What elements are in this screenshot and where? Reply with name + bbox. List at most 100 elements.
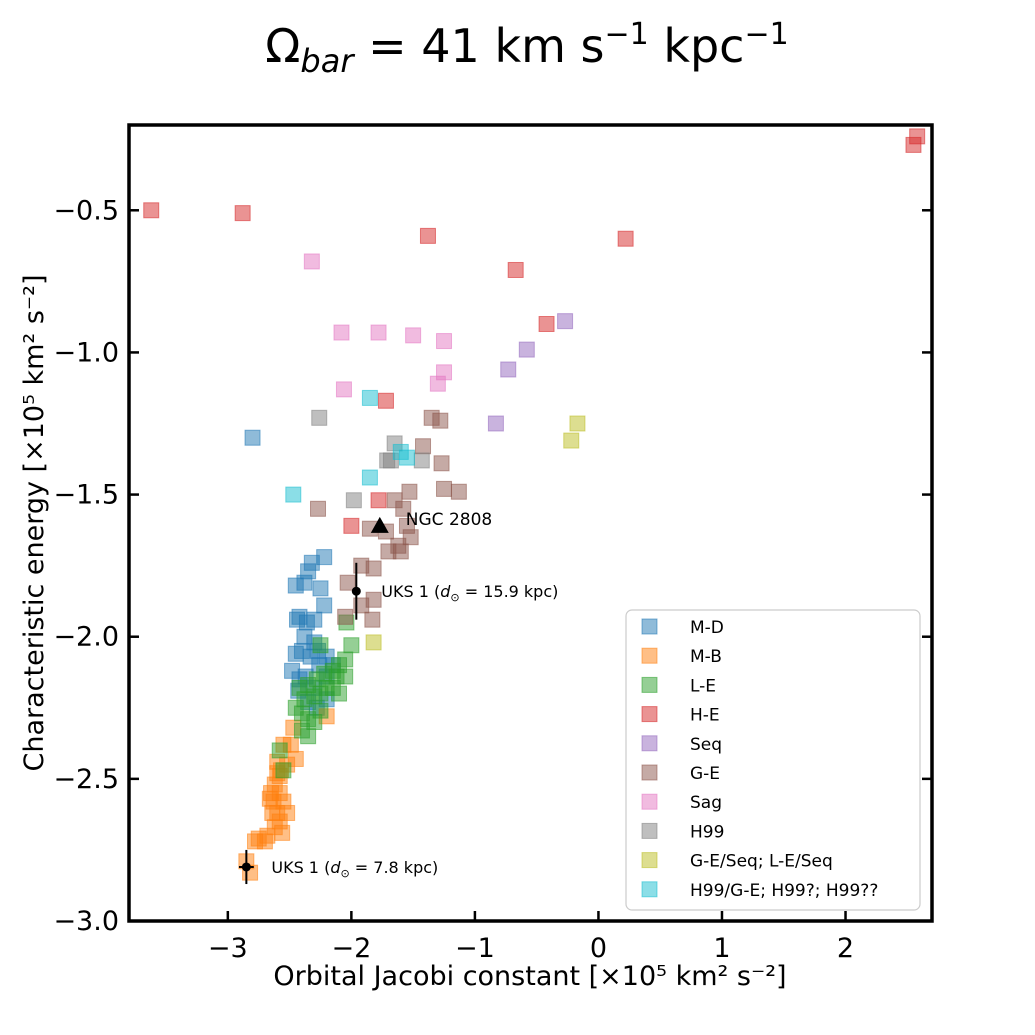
- marker-l-e-23: [275, 762, 292, 779]
- marker-g-e-20: [364, 611, 381, 628]
- uks1-label: UKS 1 (d⊙ = 15.9 kpc): [381, 582, 558, 604]
- marker-m-b-14: [274, 824, 291, 841]
- y-tick-label: −1.0: [53, 337, 119, 368]
- marker-l-e-24: [312, 637, 329, 654]
- y-tick-label: −2.0: [53, 622, 119, 653]
- ngc-2808-label: NGC 2808: [406, 510, 492, 530]
- marker-g-e-seq-l-e-seq-2: [365, 634, 382, 651]
- x-tick-label: −1: [455, 933, 495, 964]
- marker-h99-5: [379, 452, 396, 469]
- legend-label: M-D: [690, 618, 724, 638]
- y-tick-label: −0.5: [53, 195, 119, 226]
- x-tick-label: −2: [331, 933, 371, 964]
- legend-label: G-E: [690, 764, 720, 784]
- legend-label: G-E/Seq; L-E/Seq: [690, 852, 833, 872]
- marker-sag-0: [303, 253, 320, 270]
- legend-swatch: [641, 793, 658, 810]
- y-tick-label: −3.0: [53, 906, 119, 937]
- legend-label: H99/G-E; H99?; H99??: [690, 881, 878, 901]
- legend-swatch: [641, 735, 658, 752]
- marker-sag-2: [370, 324, 387, 341]
- chart-title: Ωbar = 41 km s−1 kpc−1: [265, 17, 788, 80]
- legend-label: Seq: [690, 735, 722, 755]
- uks1-marker: [241, 862, 251, 872]
- marker-l-e-1: [343, 637, 360, 654]
- marker-l-e-22: [271, 742, 288, 759]
- x-tick-label: 0: [590, 933, 607, 964]
- marker-h99-g-e-h99-h99--2: [398, 449, 415, 466]
- marker-g-e-10: [402, 529, 419, 546]
- uks1-marker: [351, 586, 361, 596]
- marker-l-e-21: [300, 728, 317, 745]
- marker-h-e-4: [617, 230, 634, 247]
- marker-h99-g-e-h99-h99--4: [285, 486, 302, 503]
- marker-g-e-1: [432, 412, 449, 429]
- marker-h-e-10: [909, 128, 926, 145]
- marker-m-d-0: [244, 429, 261, 446]
- uks1-label: UKS 1 (d⊙ = 7.8 kpc): [271, 858, 438, 880]
- marker-g-e-19: [339, 574, 356, 591]
- legend-swatch: [641, 618, 658, 635]
- marker-sag-4: [436, 333, 453, 350]
- legend-label: M-B: [690, 647, 722, 667]
- marker-h-e-0: [143, 202, 160, 219]
- marker-g-e-2: [415, 438, 432, 455]
- title-omega: Ω: [265, 19, 300, 73]
- title-subscript: bar: [300, 42, 355, 80]
- legend: M-D M-B L-E H-E Seq G-E Sag H99 G-E/Seq; L-E/Seq…: [625, 609, 921, 911]
- marker-h99-g-e-h99-h99--0: [361, 389, 378, 406]
- ngc-2808-marker: [370, 516, 389, 533]
- special-points: NGC 2808 UKS 1 (d⊙ = 15.9 kpc) UKS 1 (d⊙ =…: [238, 510, 558, 885]
- y-tick-label: −2.5: [53, 764, 119, 795]
- legend-swatch: [641, 676, 658, 693]
- marker-h-e-7: [370, 492, 387, 509]
- x-axis-label: Orbital Jacobi constant [×10⁵ km² s⁻²]: [273, 961, 786, 992]
- marker-h99-g-e-h99-h99--3: [361, 469, 378, 486]
- marker-sag-1: [333, 324, 350, 341]
- marker-m-d-28: [289, 611, 306, 628]
- marker-g-e-8: [386, 492, 403, 509]
- marker-h-e-6: [377, 392, 394, 409]
- x-tick-label: −3: [208, 933, 248, 964]
- marker-g-e-14: [353, 557, 370, 574]
- marker-seq-1: [518, 341, 535, 358]
- marker-h-e-8: [343, 517, 360, 534]
- y-axis-label: Characteristic energy [×10⁵ km² s⁻²]: [19, 275, 50, 772]
- marker-g-e-5: [436, 480, 453, 497]
- legend-label: Sag: [690, 793, 722, 813]
- marker-h99-4: [345, 492, 362, 509]
- marker-g-e-3: [433, 455, 450, 472]
- marker-g-e-21: [390, 537, 407, 554]
- marker-m-d-7: [316, 597, 333, 614]
- title-exp1: −1: [604, 17, 648, 52]
- marker-m-d-5: [316, 549, 333, 566]
- marker-h-e-5: [538, 316, 555, 332]
- marker-g-e-seq-l-e-seq-1: [563, 432, 580, 449]
- legend-swatch: [641, 764, 658, 781]
- marker-g-e-18: [310, 500, 327, 517]
- marker-h-e-1: [234, 205, 251, 222]
- legend-swatch: [641, 822, 658, 839]
- marker-h-e-2: [419, 227, 436, 244]
- marker-seq-2: [500, 361, 517, 378]
- marker-seq-0: [557, 313, 574, 330]
- legend-label: H-E: [690, 706, 720, 726]
- marker-g-e-seq-l-e-seq-0: [569, 415, 586, 432]
- marker-m-b-12: [264, 804, 281, 821]
- legend-swatch: [641, 647, 658, 664]
- title-main: = 41 km s: [354, 19, 605, 73]
- marker-l-e-10: [337, 668, 354, 685]
- plot-area: NGC 2808 UKS 1 (d⊙ = 15.9 kpc) UKS 1 (d⊙ =…: [53, 123, 934, 964]
- marker-g-e-6: [401, 483, 418, 500]
- marker-h99-3: [413, 452, 430, 469]
- marker-m-b-23: [287, 750, 304, 767]
- marker-seq-3: [487, 415, 504, 432]
- legend-label: L-E: [690, 676, 716, 696]
- x-tick-label: 1: [713, 933, 730, 964]
- marker-sag-6: [429, 375, 446, 392]
- marker-m-b-18: [247, 833, 264, 850]
- marker-m-d-6: [312, 580, 329, 597]
- title-mid: kpc: [649, 19, 745, 73]
- marker-sag-7: [335, 381, 352, 398]
